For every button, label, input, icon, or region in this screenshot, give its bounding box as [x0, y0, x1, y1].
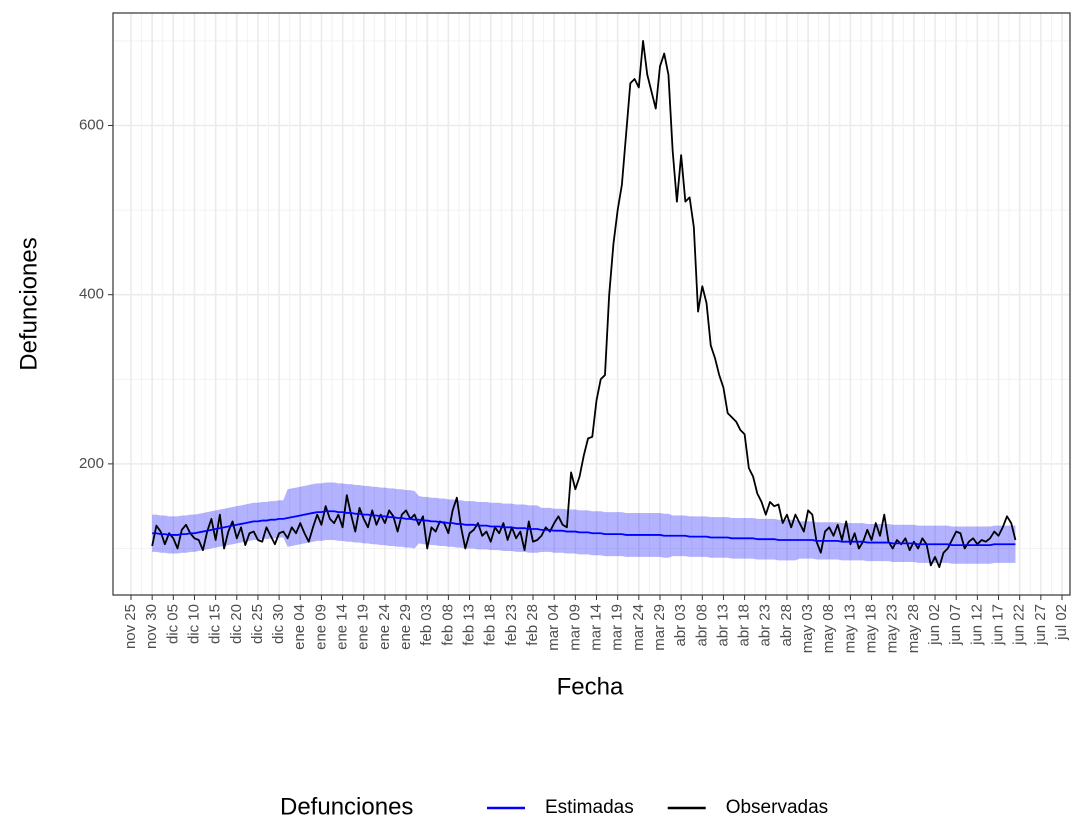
x-tick-label: may 03 — [799, 604, 816, 653]
x-tick-label: jun 27 — [1032, 604, 1049, 646]
x-tick-label: may 13 — [841, 604, 858, 653]
legend-label: Estimadas — [545, 797, 634, 818]
x-tick-label: may 28 — [905, 604, 922, 653]
x-tick-label: mar 09 — [566, 604, 583, 651]
x-tick-label: dic 05 — [164, 604, 181, 644]
confidence-band — [152, 482, 1016, 564]
x-tick-label: feb 23 — [503, 604, 520, 646]
x-tick-label: dic 25 — [249, 604, 266, 644]
x-tick-label: ene 09 — [312, 604, 329, 650]
x-tick-label: jun 17 — [989, 604, 1006, 646]
x-tick-label: jun 07 — [947, 604, 964, 646]
x-tick-label: feb 08 — [439, 604, 456, 646]
x-tick-label: ene 19 — [355, 604, 372, 650]
x-tick-label: abr 03 — [672, 604, 689, 647]
panel-border — [112, 12, 1071, 596]
x-tick-label: dic 10 — [185, 604, 202, 644]
x-tick-label: feb 13 — [461, 604, 478, 646]
series-line — [152, 510, 1016, 546]
x-tick-label: jun 12 — [968, 604, 985, 646]
x-tick-label: feb 28 — [524, 604, 541, 646]
x-tick-label: ene 04 — [291, 604, 308, 650]
y-tick-label: 200 — [79, 455, 104, 472]
x-tick-label: jun 02 — [926, 604, 943, 646]
legend: Defunciones Estimadas Observadas — [280, 793, 828, 820]
x-axis-title: Fecha — [557, 673, 624, 700]
x-tick-label: may 18 — [863, 604, 880, 653]
legend-title: Defunciones — [280, 793, 413, 820]
legend-label: Observadas — [726, 797, 828, 818]
grid — [113, 13, 1070, 595]
y-tick-label: 400 — [79, 286, 104, 303]
x-tick-label: nov 25 — [122, 604, 139, 649]
x-tick-label: dic 20 — [228, 604, 245, 644]
x-tick-label: abr 13 — [714, 604, 731, 647]
y-axis-title: Defunciones — [15, 237, 42, 370]
y-tick-label: 600 — [79, 116, 104, 133]
x-tick-label: mar 04 — [545, 604, 562, 651]
x-tick-label: may 08 — [820, 604, 837, 653]
x-tick-label: dic 30 — [270, 604, 287, 644]
x-tick-label: abr 18 — [736, 604, 753, 647]
x-tick-label: mar 14 — [587, 604, 604, 651]
plot-area — [151, 40, 1017, 568]
x-tick-label: mar 19 — [609, 604, 626, 651]
x-tick-label: ene 29 — [397, 604, 414, 650]
x-tick-label: jun 22 — [1011, 604, 1028, 646]
x-tick-label: feb 18 — [482, 604, 499, 646]
x-tick-label: dic 15 — [207, 604, 224, 644]
series-line — [151, 40, 1017, 568]
x-tick-label: mar 29 — [651, 604, 668, 651]
x-tick-label: ene 14 — [334, 604, 351, 650]
x-tick-label: ene 24 — [376, 604, 393, 650]
x-tick-label: abr 08 — [693, 604, 710, 647]
x-tick-label: abr 28 — [778, 604, 795, 647]
x-tick-label: feb 03 — [418, 604, 435, 646]
x-tick-label: jul 02 — [1053, 604, 1070, 641]
x-tick-label: abr 23 — [757, 604, 774, 647]
x-tick-label: nov 30 — [143, 604, 160, 649]
x-tick-label: may 23 — [884, 604, 901, 653]
x-tick-label: mar 24 — [630, 604, 647, 651]
